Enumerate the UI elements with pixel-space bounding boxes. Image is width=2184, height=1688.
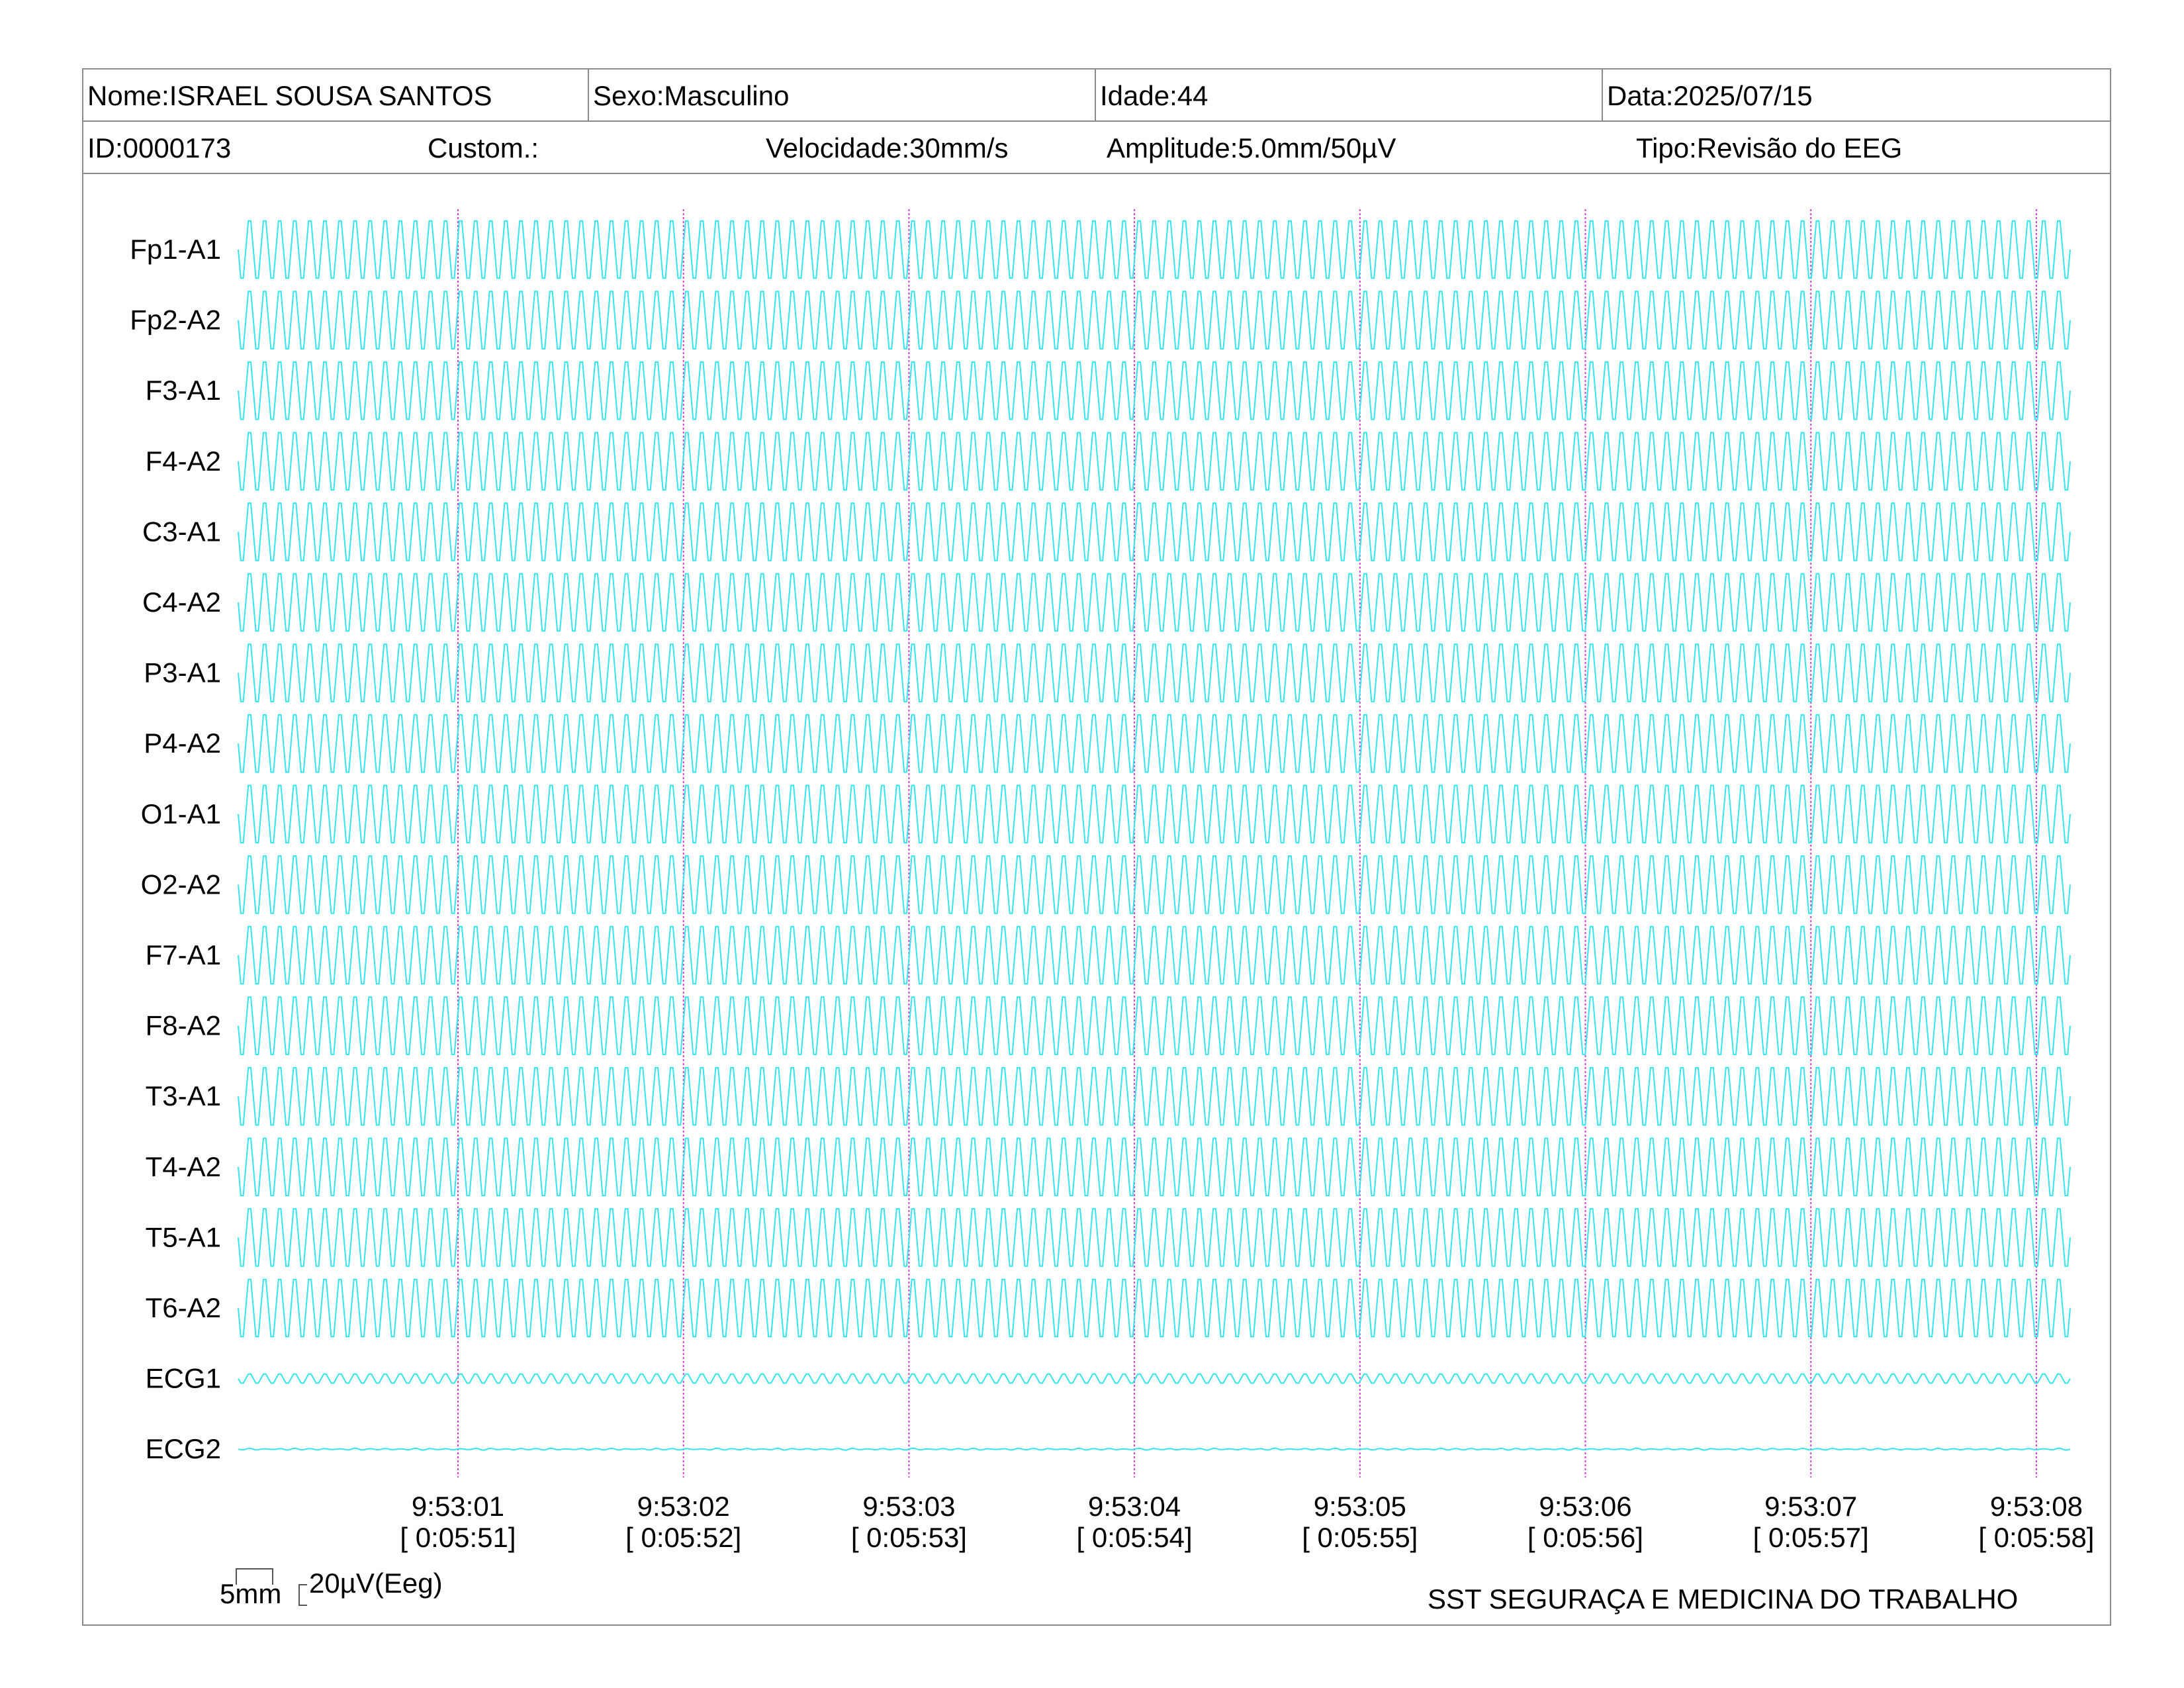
exam-date: Data:2025/07/15 [1607,80,1813,111]
channel-label: P4-A2 [144,727,221,759]
time-label-elapsed: [ 0:05:56] [1527,1522,1643,1553]
channel-trace-p4-a2 [238,714,2071,773]
time-label-clock: 9:53:06 [1539,1491,1631,1522]
channel-trace-f8-a2 [238,996,2071,1055]
patient-name: Nome:ISRAEL SOUSA SANTOS [83,70,589,120]
channel-label: T4-A2 [146,1151,221,1182]
channel-trace-ecg2 [238,1447,2071,1451]
channel-label: F3-A1 [146,375,221,406]
time-label-elapsed: [ 0:05:53] [851,1522,967,1553]
time-label-clock: 9:53:01 [412,1491,504,1522]
channel-trace-t5-a1 [238,1208,2071,1267]
channel-label: O2-A2 [141,868,221,900]
time-label-clock: 9:53:07 [1764,1491,1857,1522]
channel-label: F4-A2 [146,445,221,477]
channel-trace-fp1-a1 [238,220,2071,279]
channel-trace-p3-a1 [238,643,2071,702]
channel-label: T6-A2 [146,1292,221,1323]
channel-label: F8-A2 [146,1010,221,1041]
time-label-elapsed: [ 0:05:54] [1077,1522,1193,1553]
channel-labels: Fp1-A1 Fp2-A2 F3-A1 F4-A2 C3-A1 C4-A2 P3-A1 P4-… [130,234,221,1464]
channel-trace-o2-a2 [238,855,2071,914]
time-label-elapsed: [ 0:05:52] [625,1522,741,1553]
eeg-report-frame: Nome:ISRAEL SOUSA SANTOS Sexo:Masculino … [82,68,2111,1626]
time-label-elapsed: [ 0:05:55] [1302,1522,1418,1553]
time-marker-lines [457,209,2037,1477]
channel-label: O1-A1 [141,798,221,829]
channel-label: Fp2-A2 [130,305,221,336]
channel-label: T5-A1 [146,1221,221,1252]
time-label-clock: 9:53:02 [637,1491,730,1522]
channel-label: ECG1 [146,1363,221,1394]
channel-trace-t6-a2 [238,1278,2071,1338]
channel-trace-f4-a2 [238,432,2071,491]
scale-uv-label: 20µV(Eeg) [309,1568,443,1599]
scale-mm-label: 5mm [220,1578,282,1609]
header-row-patient: Nome:ISRAEL SOUSA SANTOS Sexo:Masculino … [83,70,2110,122]
channel-label: ECG2 [146,1433,221,1464]
channel-trace-fp2-a2 [238,291,2071,350]
channel-traces [238,220,2071,1451]
channel-trace-c4-a2 [238,573,2071,632]
patient-id: ID:0000173 [87,132,232,164]
time-label-elapsed: [ 0:05:57] [1753,1522,1869,1553]
channel-label: T3-A1 [146,1080,221,1111]
channel-label: C4-A2 [142,586,221,618]
time-labels: 9:53:01[ 0:05:51] 9:53:02[ 0:05:52] 9:53:0… [400,1491,2094,1553]
custom-field: Custom.: [428,132,539,164]
time-label-clock: 9:53:04 [1088,1491,1181,1522]
paper-speed: Velocidade:30mm/s [766,132,1009,164]
channel-trace-o1-a1 [238,784,2071,844]
channel-trace-t3-a1 [238,1066,2071,1126]
time-label-clock: 9:53:03 [862,1491,955,1522]
channel-label: Fp1-A1 [130,234,221,265]
patient-age: Idade:44 [1096,70,1603,120]
time-label-elapsed: [ 0:05:58] [1978,1522,2094,1553]
channel-label: F7-A1 [146,939,221,970]
channel-trace-f3-a1 [238,361,2071,420]
review-type: Tipo:Revisão do EEG [1636,132,1903,164]
organization-name: SST SEGURAÇA E MEDICINA DO TRABALHO [1428,1583,2019,1615]
header-row-exam: ID:0000173 Custom.: Velocidade:30mm/s Am… [83,122,2110,174]
channel-label: C3-A1 [142,516,221,547]
channel-trace-c3-a1 [238,502,2071,561]
channel-trace-ecg1 [238,1373,2071,1384]
calibration-scale-bar [236,1568,307,1606]
channel-trace-t4-a2 [238,1137,2071,1197]
channel-trace-f7-a1 [238,925,2071,985]
time-label-clock: 9:53:05 [1314,1491,1406,1522]
time-label-elapsed: [ 0:05:51] [400,1522,516,1553]
patient-sex: Sexo:Masculino [589,70,1096,120]
time-label-clock: 9:53:08 [1990,1491,2083,1522]
channel-label: P3-A1 [144,657,221,688]
amplitude-setting: Amplitude:5.0mm/50µV [1107,132,1396,164]
